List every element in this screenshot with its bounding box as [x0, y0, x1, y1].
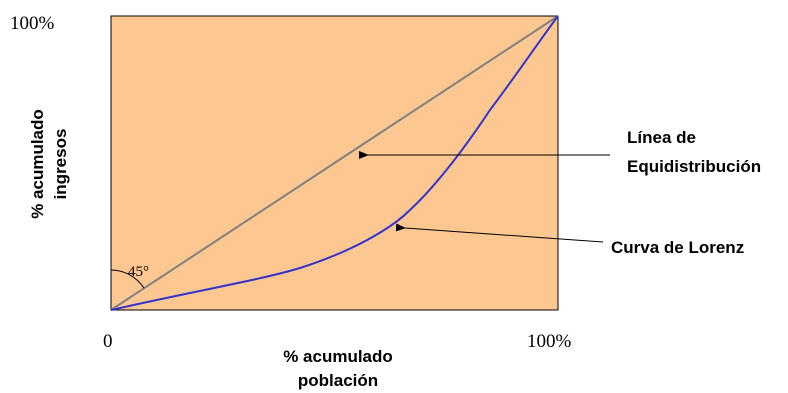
angle-label: 45° [128, 264, 149, 280]
y-axis-title-line1: % acumulado [28, 109, 47, 219]
right-x-label: 100% [527, 331, 572, 352]
equality-line [110, 15, 559, 311]
y-axis-title-line2: ingresos [51, 129, 70, 200]
angle-arc [110, 269, 145, 289]
x-axis-title-line2: población [298, 371, 378, 390]
equality-line-label-line1: Línea de [627, 128, 696, 147]
x-axis-title-line1: % acumulado [283, 347, 393, 366]
lorenz-arrow [395, 223, 604, 243]
top-y-label: 100% [10, 13, 55, 34]
origin-label: 0 [103, 331, 113, 352]
equality-line-label-line2: Equidistribución [627, 157, 761, 176]
lorenz-curve [110, 15, 559, 311]
lorenz-curve-label: Curva de Lorenz [611, 238, 744, 257]
